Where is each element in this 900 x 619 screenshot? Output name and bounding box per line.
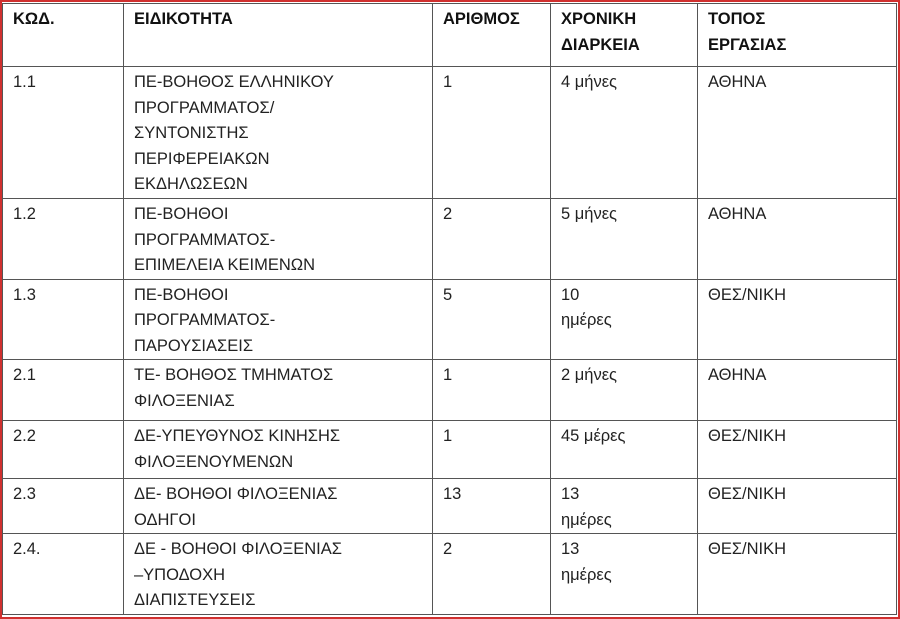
cell-location: ΑΘΗΝΑ (697, 198, 897, 280)
cell-location: ΑΘΗΝΑ (697, 66, 897, 199)
header-code: ΚΩΔ. (2, 3, 124, 67)
cell-location: ΘΕΣ/ΝΙΚΗ (697, 278, 897, 360)
cell-specialty: ΤΕ- ΒΟΗΘΟΣ ΤΜΗΜΑΤΟΣ ΦΙΛΟΞΕΝΙΑΣ (123, 359, 433, 421)
table-row: 2.2 ΔΕ-ΥΠΕΥΘΥΝΟΣ ΚΙΝΗΣΗΣ ΦΙΛΟΞΕΝΟΥΜΕΝΩΝ 1 4… (2, 420, 897, 479)
cell-specialty: ΠΕ-ΒΟΗΘΟΣ ΕΛΛΗΝΙΚΟΥ ΠΡΟΓΡΑΜΜΑΤΟΣ/ ΣΥΝΤΟΝ… (123, 66, 433, 199)
header-row: ΚΩΔ. ΕΙΔΙΚΟΤΗΤΑ ΑΡΙΘΜΟΣ ΧΡΟΝΙΚΗ ΔΙΑΡΚΕΙΑ… (2, 3, 897, 67)
header-specialty: ΕΙΔΙΚΟΤΗΤΑ (123, 3, 433, 67)
cell-duration: 2 μήνες (550, 359, 698, 421)
cell-code: 1.3 (2, 278, 124, 360)
cell-code: 1.2 (2, 198, 124, 280)
cell-duration: 13 ημέρες (550, 533, 698, 615)
header-number: ΑΡΙΘΜΟΣ (432, 3, 551, 67)
cell-code: 2.1 (2, 359, 124, 421)
header-location: ΤΟΠΟΣ ΕΡΓΑΣΙΑΣ (697, 3, 897, 67)
table-row: 1.1 ΠΕ-ΒΟΗΘΟΣ ΕΛΛΗΝΙΚΟΥ ΠΡΟΓΡΑΜΜΑΤΟΣ/ ΣΥΝ… (2, 66, 897, 199)
cell-location: ΘΕΣ/ΝΙΚΗ (697, 420, 897, 479)
cell-code: 2.2 (2, 420, 124, 479)
cell-number: 2 (432, 198, 551, 280)
cell-number: 2 (432, 533, 551, 615)
cell-specialty: ΔΕ - ΒΟΗΘΟΙ ΦΙΛΟΞΕΝΙΑΣ –ΥΠΟΔΟΧΗ ΔΙΑΠΙΣΤΕ… (123, 533, 433, 615)
table-row: 2.4. ΔΕ - ΒΟΗΘΟΙ ΦΙΛΟΞΕΝΙΑΣ –ΥΠΟΔΟΧΗ ΔΙΑΠ… (2, 533, 897, 615)
cell-duration: 5 μήνες (550, 198, 698, 280)
cell-code: 2.3 (2, 478, 124, 534)
cell-specialty: ΔΕ- ΒΟΗΘΟΙ ΦΙΛΟΞΕΝΙΑΣ ΟΔΗΓΟΙ (123, 478, 433, 534)
cell-number: 1 (432, 359, 551, 421)
cell-specialty: ΠΕ-ΒΟΗΘΟΙ ΠΡΟΓΡΑΜΜΑΤΟΣ- ΕΠΙΜΕΛΕΙΑ ΚΕΙΜΕΝ… (123, 198, 433, 280)
cell-specialty: ΔΕ-ΥΠΕΥΘΥΝΟΣ ΚΙΝΗΣΗΣ ΦΙΛΟΞΕΝΟΥΜΕΝΩΝ (123, 420, 433, 479)
cell-specialty: ΠΕ-ΒΟΗΘΟΙ ΠΡΟΓΡΑΜΜΑΤΟΣ- ΠΑΡΟΥΣΙΑΣΕΙΣ (123, 278, 433, 360)
cell-code: 1.1 (2, 66, 124, 199)
cell-duration: 4 μήνες (550, 66, 698, 199)
table-row: 2.1 ΤΕ- ΒΟΗΘΟΣ ΤΜΗΜΑΤΟΣ ΦΙΛΟΞΕΝΙΑΣ 1 2 μήνε… (2, 359, 897, 421)
cell-duration: 45 μέρες (550, 420, 698, 479)
cell-location: ΘΕΣ/ΝΙΚΗ (697, 478, 897, 534)
cell-duration: 13 ημέρες (550, 478, 698, 534)
cell-location: ΑΘΗΝΑ (697, 359, 897, 421)
cell-location: ΘΕΣ/ΝΙΚΗ (697, 533, 897, 615)
cell-duration: 10 ημέρες (550, 278, 698, 360)
cell-number: 5 (432, 278, 551, 360)
table-row: 1.2 ΠΕ-ΒΟΗΘΟΙ ΠΡΟΓΡΑΜΜΑΤΟΣ- ΕΠΙΜΕΛΕΙΑ ΚΕΙ… (2, 198, 897, 280)
cell-number: 13 (432, 478, 551, 534)
table-row: 1.3 ΠΕ-ΒΟΗΘΟΙ ΠΡΟΓΡΑΜΜΑΤΟΣ- ΠΑΡΟΥΣΙΑΣΕΙΣ 5… (2, 278, 897, 360)
table-row: 2.3 ΔΕ- ΒΟΗΘΟΙ ΦΙΛΟΞΕΝΙΑΣ ΟΔΗΓΟΙ 13 13 ημέρ… (2, 478, 897, 534)
positions-table: ΚΩΔ. ΕΙΔΙΚΟΤΗΤΑ ΑΡΙΘΜΟΣ ΧΡΟΝΙΚΗ ΔΙΑΡΚΕΙΑ… (2, 3, 897, 615)
cell-code: 2.4. (2, 533, 124, 615)
cell-number: 1 (432, 420, 551, 479)
cell-number: 1 (432, 66, 551, 199)
header-duration: ΧΡΟΝΙΚΗ ΔΙΑΡΚΕΙΑ (550, 3, 698, 67)
